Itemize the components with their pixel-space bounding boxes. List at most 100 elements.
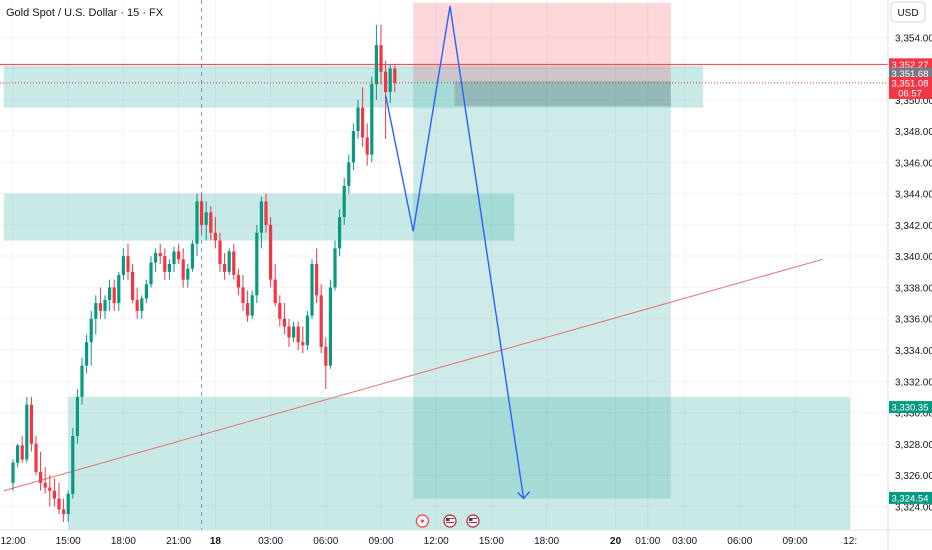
- candlestick-series: [11, 24, 397, 522]
- candle-body: [48, 487, 52, 491]
- candle: [292, 321, 296, 343]
- candle: [39, 451, 43, 491]
- candle-body: [342, 185, 346, 218]
- price-label-bg: [889, 67, 932, 80]
- take-profit-zone: [413, 81, 671, 499]
- y-tick-label: 3,348.00: [895, 127, 932, 138]
- candle-body: [103, 299, 107, 311]
- stop-loss-zone: [413, 2, 671, 82]
- candle: [108, 279, 112, 311]
- candle-body: [144, 284, 148, 299]
- candle-body: [328, 287, 332, 366]
- y-tick-label: 3,342.00: [895, 221, 932, 232]
- candle-body: [94, 303, 98, 319]
- price-label-bg: [889, 58, 932, 71]
- candle-body: [282, 318, 286, 327]
- candle-body: [20, 445, 24, 460]
- y-tick-label: 3,334.00: [895, 346, 932, 357]
- candle: [282, 303, 286, 335]
- candle-body: [172, 251, 176, 264]
- candle: [342, 178, 346, 225]
- candle-body: [57, 498, 61, 510]
- x-tick-label: 21:00: [166, 536, 191, 547]
- candle-body: [259, 201, 263, 233]
- candle: [158, 243, 162, 264]
- candle-body: [25, 404, 29, 460]
- flag-stripe: [446, 518, 454, 519]
- candle: [29, 396, 33, 452]
- candle: [264, 193, 268, 233]
- candle: [121, 248, 125, 280]
- projection-path[interactable]: [384, 5, 531, 500]
- flag-stripe: [446, 520, 454, 521]
- price-label: 3,324.54: [889, 491, 932, 504]
- price-label-bg: [889, 401, 932, 414]
- y-tick-label: 3,354.00: [895, 33, 932, 44]
- candle: [144, 279, 148, 304]
- countdown-text: 06:57: [898, 88, 922, 99]
- candle: [71, 428, 75, 499]
- price-label-bg: [889, 491, 932, 504]
- lightning-event-icon[interactable]: [415, 514, 429, 528]
- candle: [25, 396, 29, 463]
- us-flag-event-icon-2[interactable]: [466, 514, 480, 528]
- candle: [89, 310, 93, 366]
- candle-body: [98, 303, 102, 311]
- candle-body: [190, 243, 194, 269]
- flag-stripe: [469, 520, 477, 521]
- currency-label: USD: [897, 8, 918, 19]
- candle-body: [186, 268, 190, 280]
- y-tick-label: 3,338.00: [895, 283, 932, 294]
- candle: [204, 201, 208, 241]
- candle: [154, 248, 158, 272]
- candle-body: [351, 131, 355, 163]
- y-tick-label: 3,324.00: [895, 502, 932, 513]
- grid: [0, 0, 888, 530]
- x-tick-label: 03:00: [672, 536, 697, 547]
- candle-body: [204, 212, 208, 225]
- candle: [223, 253, 227, 280]
- event-markers[interactable]: [415, 514, 480, 528]
- candle: [103, 295, 107, 319]
- flag-stripe: [469, 522, 477, 523]
- candle-body: [52, 490, 56, 499]
- y-tick-label: 3,350.00: [895, 96, 932, 107]
- candle: [200, 193, 204, 233]
- us-flag-event-icon[interactable]: [443, 514, 457, 528]
- candle-body: [370, 84, 374, 155]
- candle-body: [34, 443, 38, 472]
- candle-body: [264, 201, 268, 225]
- currency-button[interactable]: USD: [890, 1, 926, 23]
- y-tick-label: 3,346.00: [895, 158, 932, 169]
- horizontal-lines: [0, 63, 888, 84]
- candle-body: [250, 295, 254, 316]
- position-progress-zone: [454, 81, 671, 107]
- y-tick-label: 3,344.00: [895, 190, 932, 201]
- price-label: 3,352.27: [889, 58, 932, 71]
- candle: [167, 259, 171, 280]
- candle-body: [43, 482, 47, 488]
- candle-body: [16, 445, 20, 463]
- candle: [209, 206, 213, 241]
- candle: [361, 87, 365, 147]
- candle-body: [305, 315, 309, 346]
- candle: [269, 217, 273, 288]
- short-position-tool[interactable]: [413, 2, 671, 499]
- x-tick-label: 20: [610, 536, 622, 547]
- candle-body: [324, 346, 328, 366]
- candle: [135, 287, 139, 319]
- candle: [338, 209, 342, 257]
- candle-body: [296, 326, 300, 343]
- candle-body: [273, 279, 277, 304]
- arrow-head-icon: [517, 491, 531, 500]
- trendline[interactable]: [3, 258, 823, 492]
- price-labels: 3,352.273,351.683,351.0806:573,330.353,3…: [889, 58, 932, 504]
- x-tick-label: 15:00: [56, 536, 81, 547]
- candle: [236, 268, 240, 296]
- candle-body: [71, 436, 75, 494]
- y-tick-label: 3,326.00: [895, 471, 932, 482]
- candle: [163, 248, 167, 280]
- candle-body: [315, 264, 319, 296]
- price-label-text: 3,351.08: [892, 78, 929, 89]
